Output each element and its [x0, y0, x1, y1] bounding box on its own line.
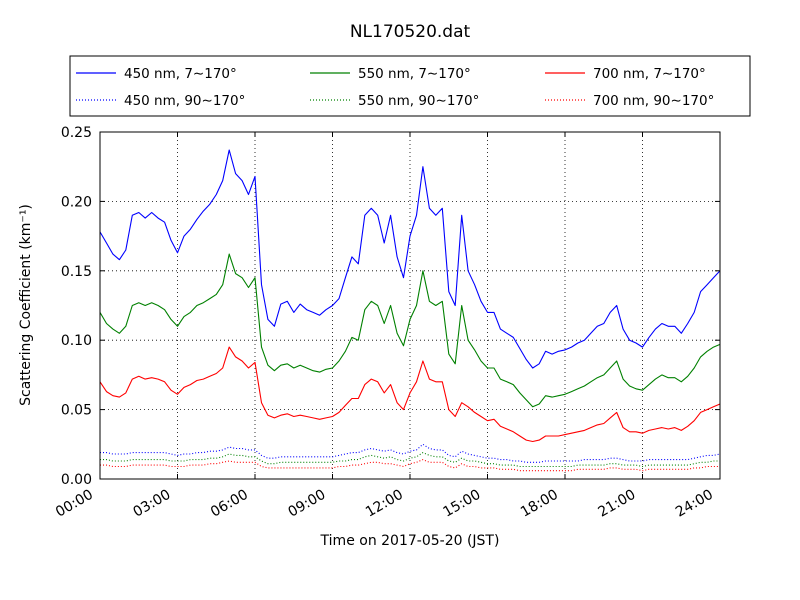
grid-lines	[100, 132, 720, 479]
legend-label: 550 nm, 90∼170°	[358, 93, 479, 109]
legend-label: 700 nm, 7∼170°	[593, 66, 706, 82]
series-line-1	[100, 443, 721, 463]
legend-label: 450 nm, 90∼170°	[124, 93, 245, 109]
axis-ticks	[99, 131, 721, 480]
y-tick-labels: 0.00 0.05 0.10 0.15 0.20 0.25	[61, 125, 92, 488]
y-tick-label: 0.20	[61, 194, 92, 210]
y-tick-label: 0.10	[61, 333, 92, 349]
y-axis-label: Scattering Coefficient (km⁻¹)	[18, 204, 34, 406]
series-line-2	[99, 253, 721, 408]
series-line-0	[99, 149, 721, 369]
y-tick-label: 0.05	[61, 403, 92, 419]
series-line-4	[99, 346, 721, 443]
legend: 450 nm, 7∼170° 450 nm, 90∼170° 550 nm, 7∼1…	[69, 55, 751, 117]
legend-label: 550 nm, 7∼170°	[358, 66, 471, 82]
series-lines	[99, 149, 721, 472]
legend-items: 450 nm, 7∼170° 450 nm, 90∼170° 550 nm, 7∼1…	[76, 66, 714, 109]
y-tick-label: 0.25	[61, 125, 92, 141]
legend-label: 450 nm, 7∼170°	[124, 66, 237, 82]
y-tick-label: 0.15	[61, 264, 92, 280]
y-tick-label: 0.00	[61, 472, 92, 488]
chart-title: NL170520.dat	[350, 22, 471, 42]
legend-box	[69, 55, 751, 117]
legend-label: 700 nm, 90∼170°	[593, 93, 714, 109]
x-axis-label: Time on 2017-05-20 (JST)	[320, 533, 500, 549]
